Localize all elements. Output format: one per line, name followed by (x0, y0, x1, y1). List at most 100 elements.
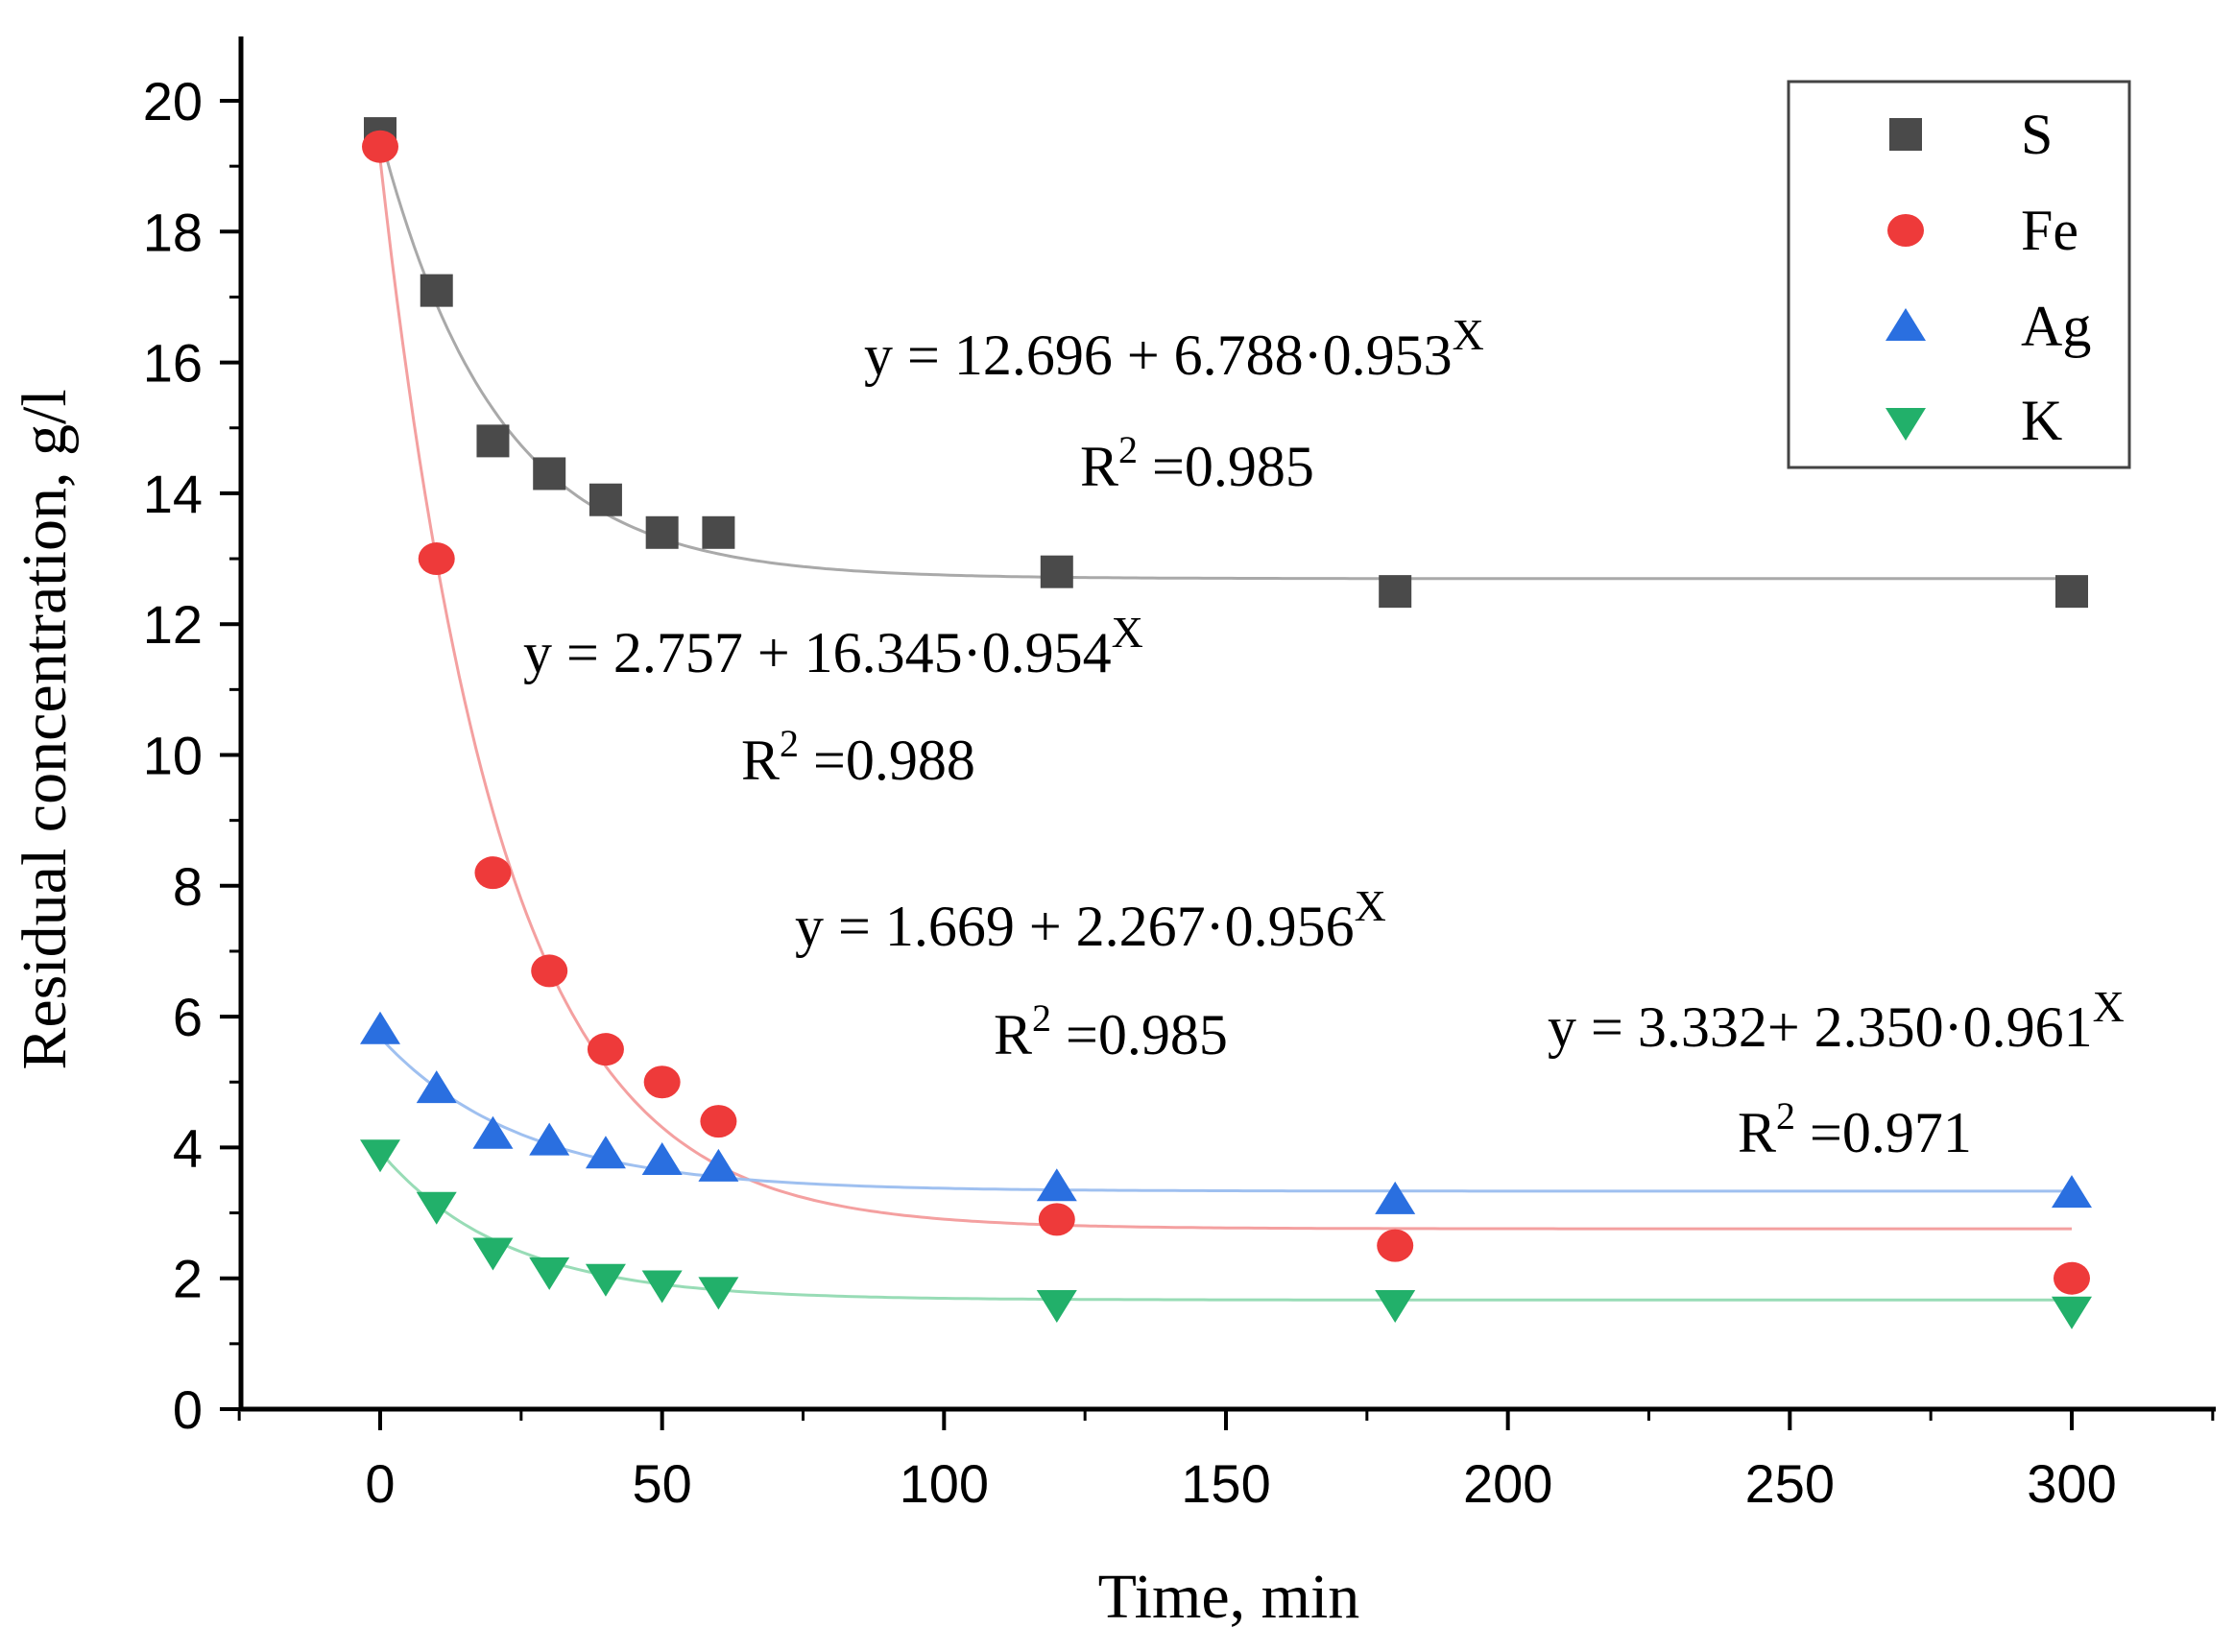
equation-ag-exp: X (2093, 982, 2125, 1031)
equation-k: y = 1.669 + 2.267·0.956X (795, 881, 1386, 958)
y-tick-label: 10 (143, 726, 203, 786)
data-point-fe (587, 1033, 624, 1066)
data-point-fe (700, 1105, 737, 1138)
data-point-s (420, 274, 453, 307)
data-point-fe (418, 542, 455, 576)
legend-symbols (1886, 118, 1926, 441)
equation-ag-main: y = 3.332+ 2.350·0.961 (1548, 995, 2093, 1059)
data-point-ag (472, 1115, 514, 1149)
data-point-k (585, 1263, 626, 1297)
data-point-s (533, 457, 566, 491)
fit-curve-fe (378, 159, 2072, 1231)
equation-k-exp: X (1355, 881, 1386, 930)
y-tick-label: 16 (143, 333, 203, 394)
legend-box (1787, 80, 2131, 469)
r2-fe-sup: 2 (780, 722, 799, 765)
legend-label-fe: Fe (2021, 199, 2078, 262)
r2-fe: R2 =0.988 (741, 722, 975, 792)
data-point-k (2052, 1296, 2092, 1329)
legend-symbol-k (1886, 408, 1926, 441)
data-point-k (529, 1257, 570, 1290)
legend-label-k: K (2021, 389, 2062, 452)
data-point-fe (1038, 1203, 1075, 1236)
equation-ag: y = 3.332+ 2.350·0.961X (1548, 982, 2125, 1059)
legend-symbol-ag (1886, 308, 1926, 341)
r2-ag: R2 =0.971 (1738, 1094, 1972, 1164)
equation-s: y = 12.696 + 6.788·0.953X (864, 310, 1484, 387)
legend-label-s: S (2021, 103, 2053, 166)
equation-s-main: y = 12.696 + 6.788·0.953 (864, 323, 1453, 387)
data-point-k (641, 1270, 683, 1304)
data-point-k (360, 1139, 400, 1173)
data-point-k (416, 1191, 457, 1225)
legend-label-ag: Ag (2021, 295, 2091, 358)
data-point-k (698, 1277, 739, 1310)
data-point-fe (1377, 1229, 1414, 1262)
y-tick-label: 14 (143, 464, 203, 524)
data-point-ag (698, 1148, 739, 1182)
data-point-fe (362, 130, 398, 163)
data-point-ag (360, 1011, 400, 1044)
data-point-s (702, 515, 735, 549)
data-point-fe (474, 856, 512, 890)
r2-s-sup: 2 (1118, 428, 1138, 471)
x-tick-label: 0 (365, 1453, 395, 1514)
data-point-s (589, 483, 622, 516)
r2-ag-label: R (1738, 1101, 1776, 1164)
x-tick-label: 250 (1745, 1453, 1835, 1514)
data-point-fe (531, 954, 568, 988)
data-point-s (645, 515, 679, 549)
data-point-s (1379, 575, 1412, 609)
r2-fe-label: R (741, 729, 780, 792)
y-tick-label: 6 (173, 987, 203, 1047)
legend-symbol-s (1889, 118, 1922, 151)
data-point-ag (641, 1142, 683, 1176)
data-point-ag (2052, 1175, 2092, 1209)
x-tick-label: 150 (1181, 1453, 1270, 1514)
r2-k: R2 =0.985 (994, 996, 1228, 1066)
data-point-fe (643, 1065, 681, 1099)
r2-ag-sup: 2 (1776, 1094, 1795, 1137)
legend: S Fe Ag K (1787, 80, 2131, 469)
r2-k-value: =0.985 (1051, 1003, 1228, 1066)
data-point-ag (585, 1136, 626, 1169)
equation-k-main: y = 1.669 + 2.267·0.956 (795, 895, 1355, 958)
y-tick-label: 12 (143, 594, 203, 655)
y-tick-label: 4 (173, 1117, 203, 1178)
x-tick-label: 200 (1463, 1453, 1552, 1514)
data-point-k (1036, 1289, 1077, 1323)
r2-k-label: R (994, 1003, 1032, 1066)
legend-symbol-fe (1887, 214, 1924, 247)
axis-ticks: 0 50 100 150 200 250 300 0 2 4 6 8 10 12 14 16 18 20 (143, 71, 2215, 1514)
data-point-ag (416, 1070, 457, 1104)
r2-s: R2 =0.985 (1080, 428, 1314, 498)
data-point-k (472, 1237, 514, 1271)
fit-curve-k (378, 1150, 2072, 1302)
data-point-ag (529, 1122, 570, 1156)
r2-ag-value: =0.971 (1795, 1101, 1972, 1164)
data-point-ag (1375, 1181, 1416, 1214)
data-point-fe (2054, 1261, 2090, 1295)
data-point-s (2055, 575, 2088, 609)
equation-fe-exp: X (1112, 608, 1143, 657)
x-axis-title: Time, min (1098, 1562, 1360, 1632)
data-point-s (476, 424, 510, 458)
x-tick-label: 300 (2027, 1453, 2116, 1514)
y-tick-label: 20 (143, 71, 203, 132)
x-tick-label: 100 (900, 1453, 989, 1514)
y-tick-label: 18 (143, 202, 203, 262)
r2-k-sup: 2 (1032, 996, 1051, 1040)
equation-fe: y = 2.757 + 16.345·0.954X (523, 608, 1143, 684)
y-axis-title: Residual concentration, g/l (10, 389, 80, 1069)
data-point-k (1375, 1289, 1416, 1323)
y-tick-label: 0 (173, 1379, 203, 1440)
y-tick-label: 2 (173, 1249, 203, 1309)
r2-fe-value: =0.988 (799, 729, 975, 792)
equation-s-exp: X (1453, 310, 1484, 359)
data-point-s (1040, 555, 1073, 588)
r2-s-value: =0.985 (1138, 435, 1314, 498)
equation-fe-main: y = 2.757 + 16.345·0.954 (523, 621, 1112, 684)
x-tick-label: 50 (633, 1453, 692, 1514)
r2-s-label: R (1080, 435, 1118, 498)
